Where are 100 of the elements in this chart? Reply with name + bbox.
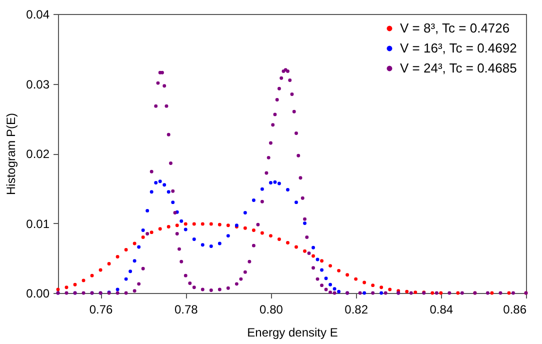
point: [137, 245, 141, 249]
point: [324, 276, 328, 280]
point: [286, 241, 290, 245]
point: [252, 228, 256, 232]
point: [490, 291, 494, 295]
point: [294, 200, 298, 204]
point: [260, 187, 264, 191]
point: [184, 228, 188, 232]
point: [456, 291, 460, 295]
point: [141, 235, 145, 239]
x-tick-label: 0.84: [430, 302, 454, 316]
point: [243, 226, 247, 230]
point: [218, 222, 222, 226]
point: [337, 268, 341, 272]
y-tick-label: 0.00: [26, 286, 50, 300]
point: [294, 245, 298, 249]
point: [150, 230, 154, 234]
point: [226, 224, 230, 228]
point: [64, 286, 68, 290]
point: [192, 222, 196, 226]
point: [166, 225, 170, 228]
point: [132, 242, 136, 246]
point: [414, 290, 418, 294]
point: [320, 268, 324, 272]
point: [268, 181, 272, 185]
point: [107, 262, 111, 266]
point: [154, 181, 158, 185]
legend-label: V = 16³, Tc = 0.4692: [400, 40, 517, 56]
point: [98, 268, 102, 272]
point: [337, 290, 341, 294]
point: [328, 264, 332, 268]
point: [166, 190, 170, 194]
point: [252, 198, 256, 202]
y-tick-label: 0.01: [26, 216, 50, 231]
point: [430, 291, 434, 295]
point: [303, 222, 306, 225]
y-tick-label: 0.02: [26, 147, 50, 161]
point: [405, 290, 409, 294]
legend-label: V = 8³, Tc = 0.4726: [400, 20, 510, 36]
point: [507, 291, 511, 295]
point: [273, 180, 277, 184]
point: [312, 246, 316, 250]
y-tick-label: 0.03: [26, 77, 50, 92]
x-axis-title: Energy density E: [247, 326, 338, 340]
point: [184, 222, 188, 226]
point: [73, 282, 77, 286]
point: [354, 277, 358, 281]
point: [439, 291, 443, 295]
point: [175, 224, 179, 228]
point: [362, 280, 366, 284]
point: [278, 238, 281, 242]
x-tick-label: 0.82: [344, 302, 368, 316]
point: [132, 259, 136, 263]
point: [192, 238, 196, 242]
point: [278, 182, 281, 186]
legend-label: V = 24³, Tc = 0.4685: [400, 60, 517, 76]
point: [380, 291, 384, 295]
point: [260, 231, 264, 235]
point: [124, 277, 128, 281]
point: [200, 243, 204, 247]
point: [371, 284, 375, 288]
y-axis-title: Histogram P(E): [4, 112, 18, 196]
point: [162, 183, 166, 187]
point: [346, 273, 350, 277]
point: [316, 258, 320, 262]
x-tick-label: 0.76: [89, 302, 114, 316]
y-tick-label: 0.04: [26, 8, 50, 22]
point: [180, 219, 184, 223]
point: [209, 222, 213, 226]
point: [128, 270, 132, 274]
point: [158, 180, 162, 184]
point: [218, 242, 222, 246]
point: [82, 278, 86, 282]
point: [146, 208, 150, 212]
point: [200, 222, 204, 226]
point: [380, 286, 384, 290]
point: [90, 274, 94, 278]
point: [150, 190, 154, 194]
point: [116, 288, 120, 292]
point: [328, 282, 332, 286]
point: [171, 200, 175, 204]
point: [268, 234, 272, 238]
x-tick-label: 0.80: [260, 302, 284, 316]
x-tick-label: 0.86: [503, 302, 527, 316]
point: [320, 259, 324, 263]
point: [303, 249, 306, 253]
point: [332, 287, 336, 291]
point: [388, 288, 392, 292]
point: [226, 234, 230, 238]
point: [312, 254, 316, 258]
point: [124, 248, 128, 252]
point: [243, 211, 247, 215]
point: [158, 227, 162, 231]
point: [209, 244, 213, 248]
point: [141, 228, 145, 232]
point: [116, 255, 120, 258]
point: [286, 188, 290, 192]
x-tick-label: 0.78: [174, 302, 198, 316]
point: [56, 288, 60, 292]
point: [362, 291, 366, 295]
